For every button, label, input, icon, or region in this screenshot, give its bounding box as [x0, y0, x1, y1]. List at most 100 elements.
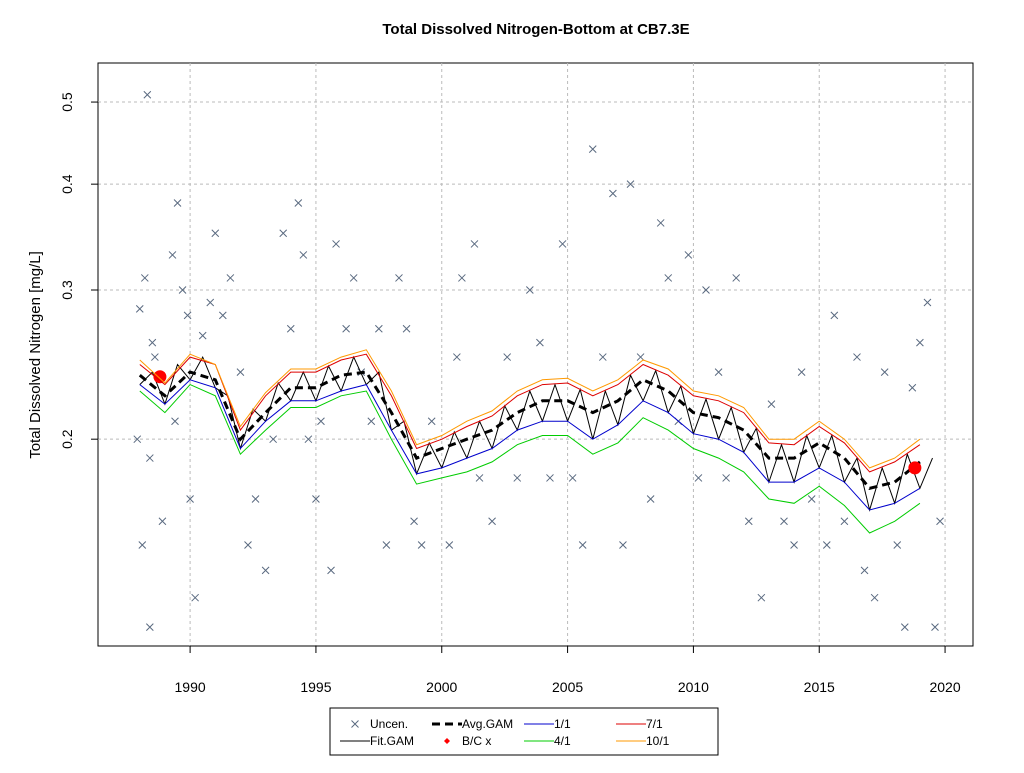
plot-frame [97, 62, 974, 647]
data-point [312, 495, 320, 503]
data-point [475, 474, 484, 482]
data-point [286, 324, 295, 333]
data-point [722, 474, 730, 482]
data-point [244, 541, 252, 549]
data-point [133, 435, 142, 444]
data-point [294, 199, 303, 207]
data-point [830, 311, 839, 320]
data-point [609, 189, 617, 198]
x-tick-label: 2015 [804, 679, 835, 695]
data-point [186, 495, 194, 503]
data-point [261, 566, 270, 575]
data-point [183, 311, 192, 320]
data-point [158, 517, 167, 526]
data-point [757, 593, 766, 602]
data-point [646, 495, 655, 503]
data-point [767, 400, 776, 408]
data-point [840, 517, 849, 526]
data-point [870, 593, 879, 602]
data-line [139, 349, 921, 469]
data-point [299, 251, 308, 259]
data-point [880, 368, 889, 376]
legend-label: Uncen. [370, 717, 408, 731]
data-point [168, 251, 177, 259]
x-tick-label: 2010 [678, 679, 709, 695]
data-point [790, 541, 798, 549]
data-point [151, 353, 159, 361]
data-point [916, 338, 924, 347]
data-point [145, 454, 154, 462]
data-line [139, 353, 921, 473]
data-point [148, 338, 157, 347]
data-point [453, 353, 461, 361]
data-point [145, 623, 154, 631]
data-point [153, 370, 167, 384]
data-point [513, 474, 522, 482]
x-tick-label: 2000 [426, 679, 457, 695]
data-point [171, 417, 179, 426]
data-point [173, 199, 182, 207]
legend-symbol [444, 738, 450, 744]
y-tick-label: 0.2 [59, 429, 75, 449]
data-point [714, 368, 723, 376]
data-point [684, 251, 693, 259]
data-point [395, 274, 403, 282]
data-point [417, 541, 426, 549]
data-point [206, 298, 215, 307]
data-point [445, 541, 454, 549]
y-tick-label: 0.3 [59, 280, 75, 300]
data-point [236, 368, 245, 376]
data-point [382, 541, 391, 549]
x-tick-label: 2005 [552, 679, 583, 695]
legend-symbol [351, 720, 359, 728]
data-point [143, 90, 152, 99]
data-point [198, 331, 207, 340]
data-point [138, 541, 147, 549]
data-point [936, 517, 944, 526]
y-tick-label: 0.5 [59, 92, 75, 112]
data-point [251, 495, 260, 503]
data-point [503, 353, 512, 361]
data-point [402, 324, 411, 333]
y-axis-label: Total Dissolved Nitrogen [mg/L] [27, 251, 44, 459]
data-point [178, 286, 187, 294]
data-point [702, 286, 710, 294]
data-point [588, 145, 597, 153]
data-point [332, 240, 340, 248]
data-point [279, 229, 288, 238]
data-point [780, 517, 788, 526]
data-point [342, 324, 350, 333]
data-point [317, 417, 325, 426]
data-point [488, 517, 496, 526]
data-point [327, 566, 335, 575]
data-point [427, 417, 436, 426]
data-point [893, 541, 902, 549]
data-point [744, 517, 753, 526]
data-point [470, 240, 479, 248]
y-tick-label: 0.4 [59, 174, 75, 194]
x-tick-label: 2020 [929, 679, 960, 695]
data-point [853, 353, 861, 361]
chart-title: Total Dissolved Nitrogen-Bottom at CB7.3… [382, 21, 689, 38]
data-point [226, 274, 235, 282]
data-line [139, 383, 921, 534]
data-point [191, 593, 199, 602]
data-point [367, 417, 376, 426]
data-point [304, 435, 313, 444]
data-point [578, 541, 587, 549]
data-line [139, 379, 921, 511]
legend-label: B/C x [462, 734, 491, 748]
data-point [140, 274, 149, 282]
data-point [822, 541, 831, 549]
data-point [636, 353, 645, 361]
data-point [269, 435, 278, 444]
x-tick-label: 1990 [175, 679, 206, 695]
legend-box [329, 707, 719, 756]
legend-label: 4/1 [554, 734, 571, 748]
data-point [135, 305, 144, 313]
data-point [525, 286, 534, 294]
data-point [536, 338, 544, 347]
data-point [410, 517, 418, 526]
data-point [807, 495, 816, 503]
data-point [900, 623, 909, 631]
